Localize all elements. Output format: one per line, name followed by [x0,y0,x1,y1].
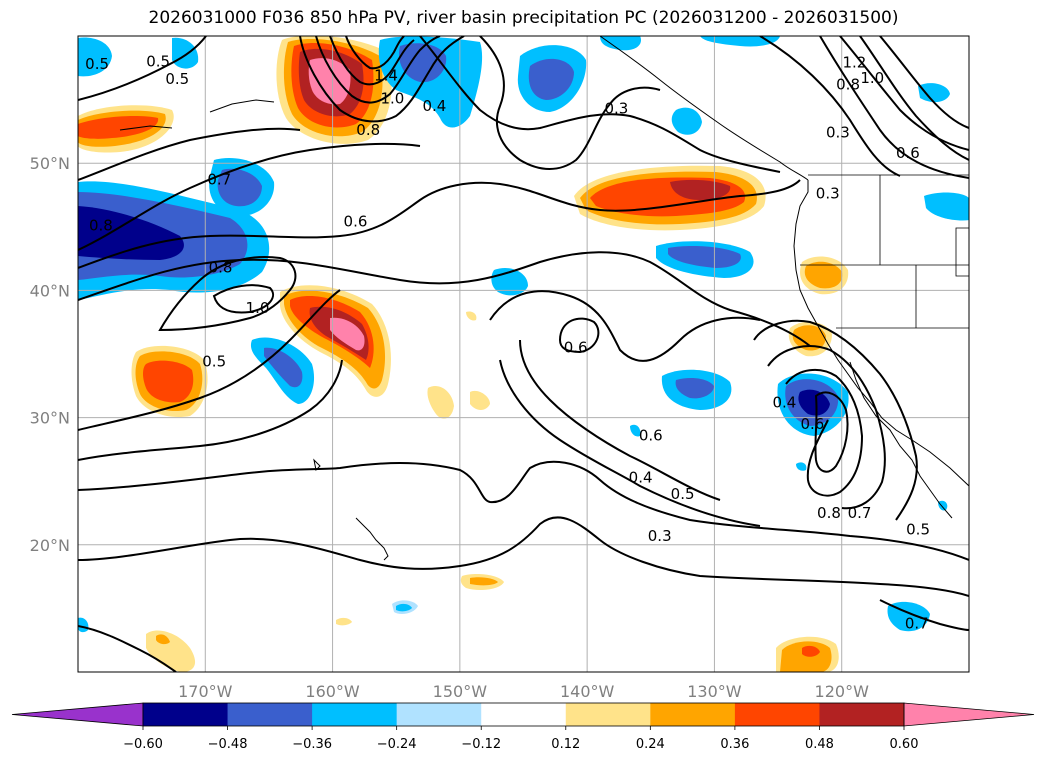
contour-label: 0.8 [89,217,113,235]
plot-frame [77,35,970,673]
colorbar-tick-label: −0.60 [123,737,163,752]
warm-anomaly-central [280,285,391,397]
colorbar-tick-label: −0.12 [461,737,501,752]
contour-label: 0.8 [209,259,233,277]
lon-tick-label: 140°W [560,682,615,701]
contour-label: 1.0 [380,89,404,107]
contour-label: 0.6 [564,339,588,357]
colorbar-bin [565,703,651,726]
small-anomalies [78,311,930,672]
lon-tick-label: 170°W [178,682,233,701]
cold-anomaly-topleft [78,37,199,77]
contour-label: 0.8 [356,121,380,139]
colorbar-bin [312,703,398,726]
colorbar-bin [819,703,905,726]
colorbar-tick-label: 0.48 [805,737,834,752]
cold-anomaly-alaska [378,36,780,135]
contour-label: 0.3 [816,185,840,203]
contour-label: 0.6 [639,426,663,444]
colorbar-bin [143,703,229,726]
contour-label: 1.4 [374,66,398,84]
contour-label: 0.5 [85,55,109,73]
contour-label: 0.5 [165,70,189,88]
lat-tick-label: 40°N [30,281,70,300]
warm-anomaly-sw [131,345,208,418]
lon-tick-label: 150°W [433,682,488,701]
contour-label: 1.0 [860,69,884,87]
colorbar-extend-low [11,702,144,727]
contour-label: 0.7 [207,171,231,189]
contour-label: 1.2 [843,54,867,72]
colorbar-tick-label: −0.24 [377,737,417,752]
colorbar-bin [650,703,736,726]
colorbar-tick-label: 0.12 [551,737,580,752]
contour-label: 0.4 [422,97,446,115]
contour-label: 0.3 [826,124,850,142]
colorbar: −0.60 −0.48 −0.36 −0.24 −0.12 0.12 0.24 0.36 0.4… [11,702,1035,752]
contour-labels: 0.50.50.50.70.80.81.00.60.51.41.00.80.4 0… [85,52,930,632]
contour-label: 0.7 [848,504,872,522]
colorbar-tick-label: 0.24 [636,737,665,752]
contour-label: 0.4 [629,468,653,486]
contour-label: 0.5 [146,52,170,70]
latitude-labels: 50°N 40°N 30°N 20°N [30,154,70,555]
colorbar-bin [481,703,567,726]
contour-label: 0.3 [604,100,628,118]
cold-anomaly-ne [656,83,969,278]
contour-label: 0.4 [773,393,797,411]
lon-tick-label: 160°W [305,682,360,701]
cold-anomaly-central [250,267,528,404]
lat-tick-label: 20°N [30,536,70,555]
lon-tick-label: 130°W [687,682,742,701]
contour-label: 0.8 [836,75,860,93]
contour-label: 0.5 [671,485,695,503]
colorbar-tick-label: −0.36 [292,737,332,752]
contour-label: 0.6 [344,213,368,231]
colorbar-bin [227,703,313,726]
colorbar-tick-label: 0.36 [720,737,749,752]
colorbar-tick-label: 0.60 [890,737,919,752]
lat-tick-label: 50°N [30,154,70,173]
colorbar-bin [734,703,820,726]
contour-label: 0.6 [801,415,825,433]
plot-area [78,36,969,672]
contour-label: 0.7 [905,615,929,633]
contour-label: 0.3 [648,527,672,545]
political-borders [800,174,969,329]
colorbar-frame [142,702,905,727]
lon-tick-label: 120°W [815,682,870,701]
contour-label: 0.5 [906,521,930,539]
longitude-labels: 170°W 160°W 150°W 140°W 130°W 120°W [178,682,869,701]
contour-label: 0.5 [202,353,226,371]
map-title: 2026031000 F036 850 hPa PV, river basin … [148,8,899,28]
coastlines [119,36,969,561]
colorbar-extend-high [903,702,1035,727]
lat-tick-label: 30°N [30,409,70,428]
contour-label: 1.0 [246,299,270,317]
contour-label: 0.8 [817,504,841,522]
colorbar-bin [396,703,482,726]
colorbar-tick-label: −0.48 [208,737,248,752]
contour-label: 0.6 [896,144,920,162]
